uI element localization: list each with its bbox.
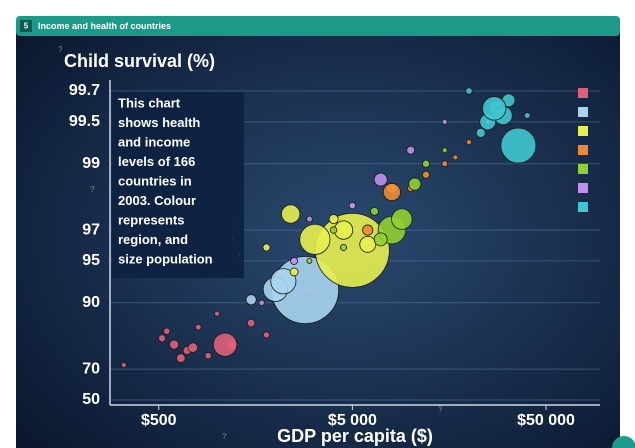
bubble [204, 352, 212, 360]
bubble [406, 145, 416, 155]
legend-swatch [578, 202, 588, 212]
y-axis-title: Child survival (%) [64, 51, 215, 71]
bubble [290, 256, 299, 265]
help-icon[interactable]: ? [438, 405, 443, 414]
y-tick-label: 90 [82, 294, 100, 311]
bubble [163, 327, 171, 335]
header-bar [16, 16, 620, 36]
bubble [422, 159, 430, 168]
bubble [214, 310, 220, 317]
bubble [340, 243, 348, 251]
annotation-box [112, 92, 244, 278]
bubble [270, 268, 297, 295]
bubble [373, 232, 388, 247]
bubble [306, 258, 313, 264]
bubbles [120, 87, 537, 368]
y-tick-label: 99.5 [69, 113, 100, 130]
bubble [441, 160, 449, 168]
help-icon[interactable]: ? [222, 432, 227, 441]
bubble [328, 214, 339, 225]
bubble [120, 362, 127, 368]
bubble [289, 267, 299, 277]
legend-swatch [578, 88, 588, 98]
annotation-line: 2003. Colour [118, 193, 196, 208]
bubble [373, 172, 388, 187]
header-number: 5 [24, 22, 29, 31]
bubble [359, 235, 377, 253]
legend-swatch [578, 145, 588, 155]
annotation-line: size population [118, 251, 213, 266]
header-number-box [20, 20, 32, 32]
help-icon[interactable]: ? [58, 45, 63, 54]
foreground: 50 70 90 95 97 99 99.5 99.7 $500 $5 000 $50 000 Thi… [69, 80, 600, 429]
x-axis-title: GDP per capita ($) [277, 426, 433, 446]
bubble [482, 96, 507, 121]
bubble [523, 112, 531, 119]
annotation-line: levels of 166 [118, 154, 195, 169]
bubble [475, 127, 486, 138]
bubble [258, 299, 265, 306]
legend-swatch [578, 183, 588, 193]
annotation-line: region, and [118, 232, 188, 247]
bubble [299, 223, 331, 255]
x-tick-label: $5 000 [328, 412, 377, 429]
annotation-line: countries in [118, 173, 192, 188]
y-tick-label: 99.7 [69, 82, 100, 99]
bubble [441, 147, 448, 154]
bubble [262, 331, 270, 339]
y-tick-label: 70 [82, 360, 100, 377]
bubble [314, 213, 390, 288]
x-tick-label: $500 [141, 412, 177, 429]
bubble [466, 139, 472, 146]
bubble [452, 154, 459, 161]
annotation-line: shows health [118, 115, 200, 130]
bubble [246, 318, 256, 328]
bubble [441, 118, 448, 125]
corner-button[interactable] [612, 436, 635, 448]
bubble [500, 127, 537, 164]
y-tick-label: 99 [82, 155, 100, 172]
legend-swatch [578, 126, 588, 136]
bubble [194, 323, 202, 331]
bubble [329, 226, 338, 234]
annotation-line: and income [118, 134, 190, 149]
bubble [362, 224, 374, 236]
bubble [382, 183, 401, 202]
bubble [169, 339, 180, 350]
y-tick-label: 50 [82, 391, 100, 408]
bubble [422, 170, 430, 179]
bubble [348, 201, 357, 210]
header-title: Income and health of countries [38, 21, 171, 31]
bubble [187, 342, 199, 353]
bubble [281, 204, 301, 224]
bubble [370, 206, 379, 216]
bubble [176, 353, 186, 363]
bubble [245, 294, 257, 306]
help-icon[interactable]: ? [90, 185, 95, 194]
y-tick-label: 97 [82, 221, 100, 238]
legend-swatch [578, 107, 588, 117]
x-tick-label: $50 000 [517, 412, 575, 429]
bubble [212, 332, 238, 357]
bubble [391, 208, 413, 230]
y-tick-label: 95 [82, 252, 100, 269]
annotation-line: represents [118, 212, 184, 227]
legend-swatch [578, 164, 588, 174]
bubble [408, 177, 422, 191]
annotation-line: This chart [118, 95, 181, 110]
bubble [306, 215, 313, 223]
bubble [262, 243, 271, 252]
bubble [465, 87, 473, 95]
bubble [158, 334, 167, 343]
